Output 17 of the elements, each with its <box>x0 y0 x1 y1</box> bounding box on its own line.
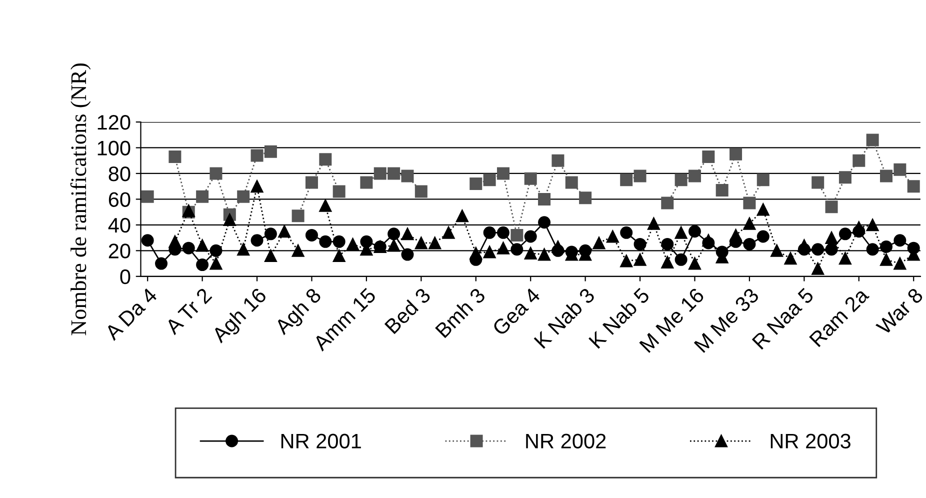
x-tick-label: A Tr 2 <box>164 287 212 336</box>
x-tick-label: A Da 4 <box>104 287 158 342</box>
x-tick-label: Gea 4 <box>492 286 541 336</box>
y-tick-label: 60 <box>108 192 130 207</box>
y-tick-label: 40 <box>108 218 130 233</box>
legend-label: NR 2001 <box>281 434 361 449</box>
legend-label: NR 2003 <box>770 434 850 449</box>
legend-label: NR 2002 <box>526 434 606 449</box>
y-tick-label: 80 <box>108 166 130 182</box>
y-tick-label: 100 <box>98 140 130 156</box>
y-tick-label: 20 <box>108 244 130 258</box>
y-tick-label: 120 <box>98 115 130 130</box>
x-tick-label: Bed 3 <box>384 286 432 334</box>
x-tick-label: War 8 <box>875 287 924 336</box>
y-tick-label: 0 <box>120 269 130 284</box>
y-axis-title: Nombre de ramifications (NR) <box>70 63 91 336</box>
x-tick-label: Bmh 3 <box>434 286 486 338</box>
